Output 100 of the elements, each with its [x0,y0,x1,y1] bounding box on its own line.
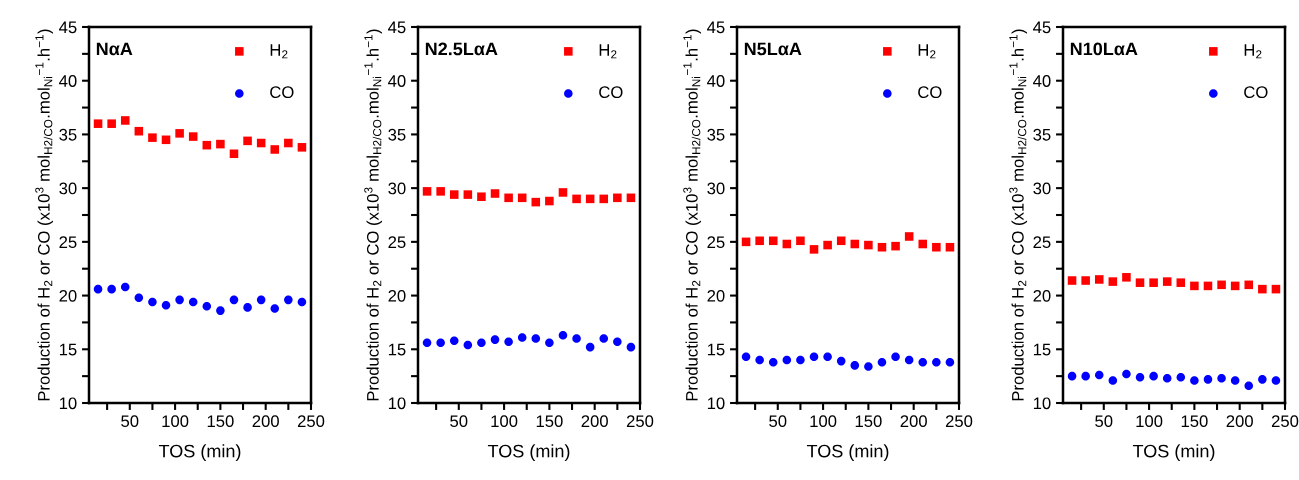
y-tick-label: 25 [59,236,77,249]
point [1108,376,1118,385]
point [436,338,445,348]
y-tick-label: 40 [59,75,77,87]
point [422,338,432,348]
point [932,357,941,367]
point [517,333,527,342]
point [545,338,554,348]
legend-label: CO [1244,86,1268,99]
y-tick-label: 20 [59,289,77,302]
point [572,334,581,343]
point [449,336,459,345]
point [422,187,432,196]
y-tick-label: 10 [707,397,725,410]
point [449,190,459,199]
y-tick-label: 10 [388,397,406,410]
x-tick-label: 200 [581,415,608,428]
text: Production of H$_{2}$ or CO (x10$^{3}$ mol$_{H2/CO}$.mol$_{Ni}$$^{−1}$.h$^{−1}$) [683,29,702,401]
x-tick-label: 100 [1136,415,1163,428]
point [613,337,622,347]
point [796,355,805,365]
point [188,132,198,141]
point [1067,371,1077,381]
y-tick-label: 15 [707,343,725,356]
legend-label: CO [918,86,942,99]
point [477,338,486,348]
y-tick-label: 35 [1033,128,1051,141]
x-tick-label: 100 [810,415,837,428]
point [823,352,832,362]
x-tick-label: 50 [450,415,468,428]
y-tick-label: 35 [388,128,406,141]
y-tick-label: 35 [707,128,725,141]
x-tick-label: 50 [769,415,787,428]
point [1258,284,1267,294]
point [918,239,928,249]
point [1122,273,1131,282]
point [945,242,955,252]
point [270,145,280,154]
legend-label: CO [599,86,623,99]
point [945,357,955,367]
point [755,355,764,365]
legend-label: H$_{2}$ [599,44,617,59]
y-tick-label: 15 [1033,343,1051,356]
point [599,334,609,343]
point [1067,276,1077,285]
y-tick-label: 40 [707,75,725,87]
point [864,240,873,250]
point [1122,369,1131,379]
legend-label: H$_{2}$ [918,44,936,59]
y-tick-label: 20 [1033,289,1051,302]
x-tick-label: 150 [1181,415,1208,428]
text: N5LαA [744,42,802,56]
point [188,297,198,307]
point [436,187,445,196]
point [1162,277,1172,286]
point [918,357,928,367]
y-tick-label: 30 [388,182,406,195]
point [107,284,116,294]
y-tick-label: 25 [1033,236,1051,249]
y-tick-label: 45 [707,21,725,34]
point [256,295,266,305]
point [613,193,622,203]
point [850,361,860,370]
y-tick-label: 30 [707,182,725,195]
point [490,189,500,198]
point [120,282,130,292]
point [1135,278,1145,287]
x-tick-label: 200 [900,415,927,428]
point [877,357,887,367]
point [572,194,581,204]
point [904,355,914,365]
point [599,194,609,204]
y-tick-label: 45 [388,21,406,34]
legend-label: H$_{2}$ [270,44,288,59]
point [1176,278,1186,287]
point [891,352,900,362]
point [297,143,307,152]
point [243,136,252,146]
text: Production of H$_{2}$ or CO (x10$^{3}$ mol$_{H2/CO}$.mol$_{Ni}$$^{−1}$.h$^{−1}$) [35,29,54,401]
point [768,236,778,246]
point [107,119,116,128]
point [932,242,941,252]
x-tick-label: 150 [855,415,882,428]
point [755,236,764,246]
point [1081,276,1090,285]
point [558,331,568,340]
point [284,138,293,148]
point [202,302,212,311]
point [782,355,792,365]
point [1217,280,1226,290]
x-axis-title: TOS (min) [1132,444,1215,462]
y-tick-label: 30 [59,182,77,195]
x-tick-label: 250 [297,415,325,428]
point [148,133,157,142]
point [297,297,307,307]
point [626,342,636,352]
y-tick-label: 25 [707,236,725,249]
y-tick-label: 30 [1033,182,1051,195]
point [585,342,595,352]
point [1135,372,1145,382]
